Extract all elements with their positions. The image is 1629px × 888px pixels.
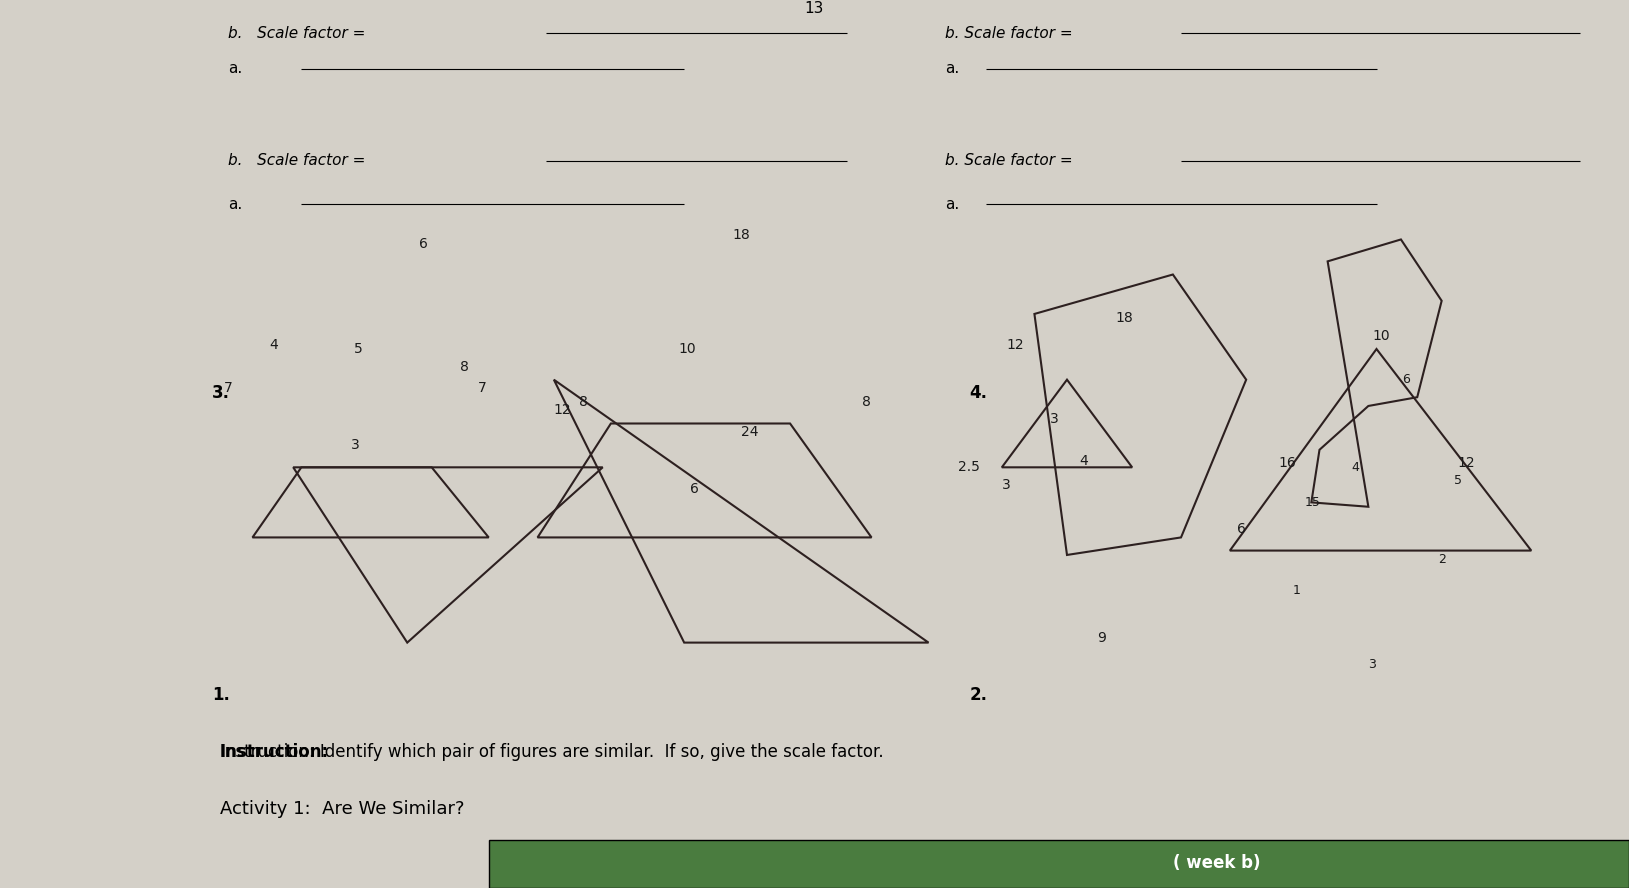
Text: 12: 12: [1007, 337, 1023, 352]
Text: 12: 12: [1458, 456, 1474, 470]
Text: 2: 2: [1438, 553, 1445, 566]
Text: 8: 8: [578, 394, 588, 408]
Text: a.: a.: [228, 61, 243, 76]
Text: 3: 3: [1049, 412, 1059, 426]
Text: 8: 8: [862, 394, 872, 408]
Text: 2.5: 2.5: [958, 460, 981, 474]
Text: 24: 24: [741, 425, 757, 440]
Text: 15: 15: [1305, 496, 1321, 509]
Text: 6: 6: [419, 237, 428, 250]
Text: 4: 4: [1352, 461, 1359, 474]
Text: 7: 7: [223, 382, 233, 395]
Text: 3: 3: [1002, 478, 1012, 492]
Text: 16: 16: [1279, 456, 1295, 470]
Text: 3: 3: [350, 439, 360, 452]
Text: 10: 10: [679, 342, 696, 356]
Text: b.   Scale factor =: b. Scale factor =: [228, 153, 365, 168]
Text: Instruction:: Instruction:: [220, 743, 329, 761]
Text: Instruction: Identify which pair of figures are similar.  If so, give the scale : Instruction: Identify which pair of figu…: [220, 743, 883, 761]
Text: 4: 4: [269, 337, 279, 352]
Text: a.: a.: [945, 197, 959, 212]
Text: 4.: 4.: [969, 384, 987, 402]
Text: 6: 6: [1403, 373, 1409, 386]
Text: 18: 18: [1116, 312, 1132, 325]
Text: 7: 7: [477, 382, 487, 395]
Text: 3.: 3.: [212, 384, 230, 402]
Text: a.: a.: [228, 197, 243, 212]
Text: 18: 18: [733, 228, 749, 242]
Text: 5: 5: [1455, 474, 1461, 487]
Text: 8: 8: [459, 360, 469, 374]
Text: 9: 9: [1096, 631, 1106, 646]
Text: 13: 13: [805, 1, 824, 16]
Text: 10: 10: [1373, 329, 1390, 343]
Text: 6: 6: [689, 482, 699, 496]
Text: ( week b): ( week b): [1173, 854, 1261, 873]
Text: a.: a.: [945, 61, 959, 76]
Text: 3: 3: [1368, 658, 1375, 671]
Text: 12: 12: [554, 403, 570, 417]
Text: 1: 1: [1293, 583, 1300, 597]
Text: b. Scale factor =: b. Scale factor =: [945, 153, 1072, 168]
FancyBboxPatch shape: [489, 840, 1629, 888]
Text: b.   Scale factor =: b. Scale factor =: [228, 26, 365, 41]
Text: b. Scale factor =: b. Scale factor =: [945, 26, 1072, 41]
Text: 4: 4: [1078, 454, 1088, 468]
Text: 5: 5: [353, 342, 363, 356]
Text: 2.: 2.: [969, 686, 987, 704]
Text: 6: 6: [1236, 521, 1246, 535]
Text: Activity 1:  Are We Similar?: Activity 1: Are We Similar?: [220, 800, 464, 818]
Text: 1.: 1.: [212, 686, 230, 704]
